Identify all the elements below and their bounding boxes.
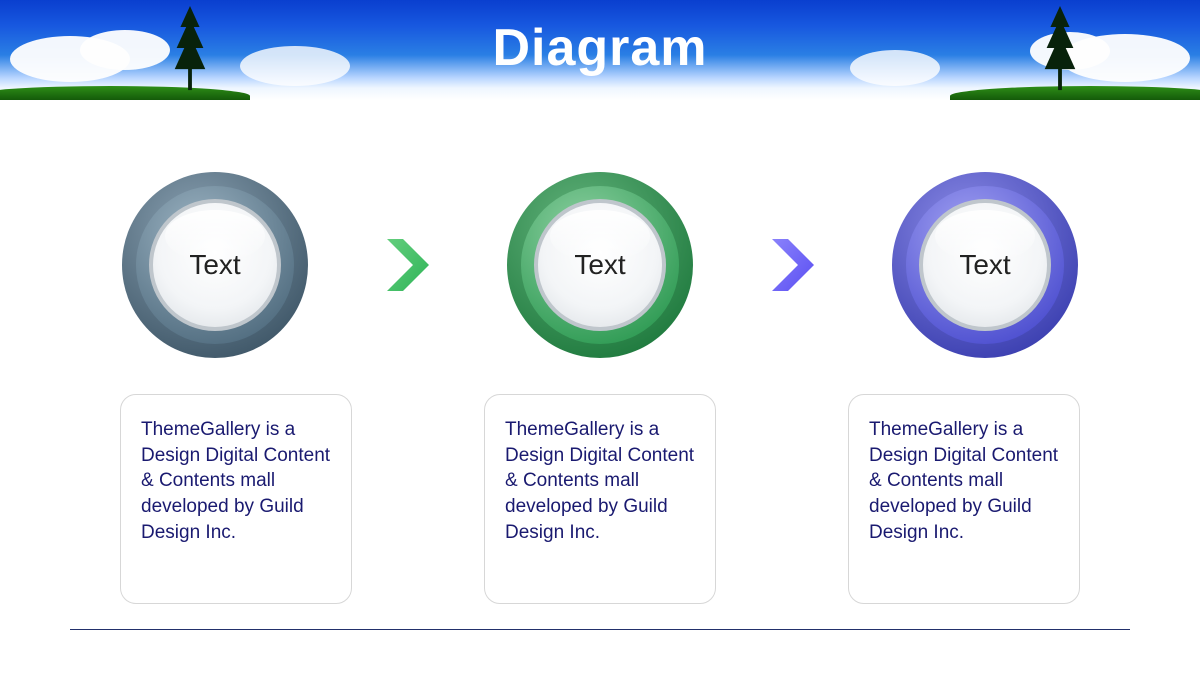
chevron-right-icon [763, 235, 823, 295]
grass-strip [950, 86, 1200, 100]
flow-node-label: Text [959, 249, 1010, 281]
description-card: ThemeGallery is a Design Digital Content… [848, 394, 1080, 604]
spacer [752, 394, 812, 604]
footer-divider [70, 629, 1130, 630]
description-card: ThemeGallery is a Design Digital Content… [484, 394, 716, 604]
chevron-right-icon [378, 235, 438, 295]
slide-body: Text [0, 100, 1200, 660]
flow-node-label: Text [574, 249, 625, 281]
spacer [388, 394, 448, 604]
description-cards-row: ThemeGallery is a Design Digital Content… [120, 394, 1080, 604]
card-text: ThemeGallery is a Design Digital Content… [869, 417, 1059, 545]
process-flow-row: Text [120, 170, 1080, 360]
slide-header: Diagram [0, 0, 1200, 100]
flow-node-3: Text [890, 170, 1080, 360]
grass-strip [0, 86, 250, 100]
flow-node-2: Text [505, 170, 695, 360]
description-card: ThemeGallery is a Design Digital Content… [120, 394, 352, 604]
card-text: ThemeGallery is a Design Digital Content… [505, 417, 695, 545]
flow-node-label: Text [189, 249, 240, 281]
slide-title: Diagram [0, 18, 1200, 78]
card-text: ThemeGallery is a Design Digital Content… [141, 417, 331, 545]
flow-node-1: Text [120, 170, 310, 360]
